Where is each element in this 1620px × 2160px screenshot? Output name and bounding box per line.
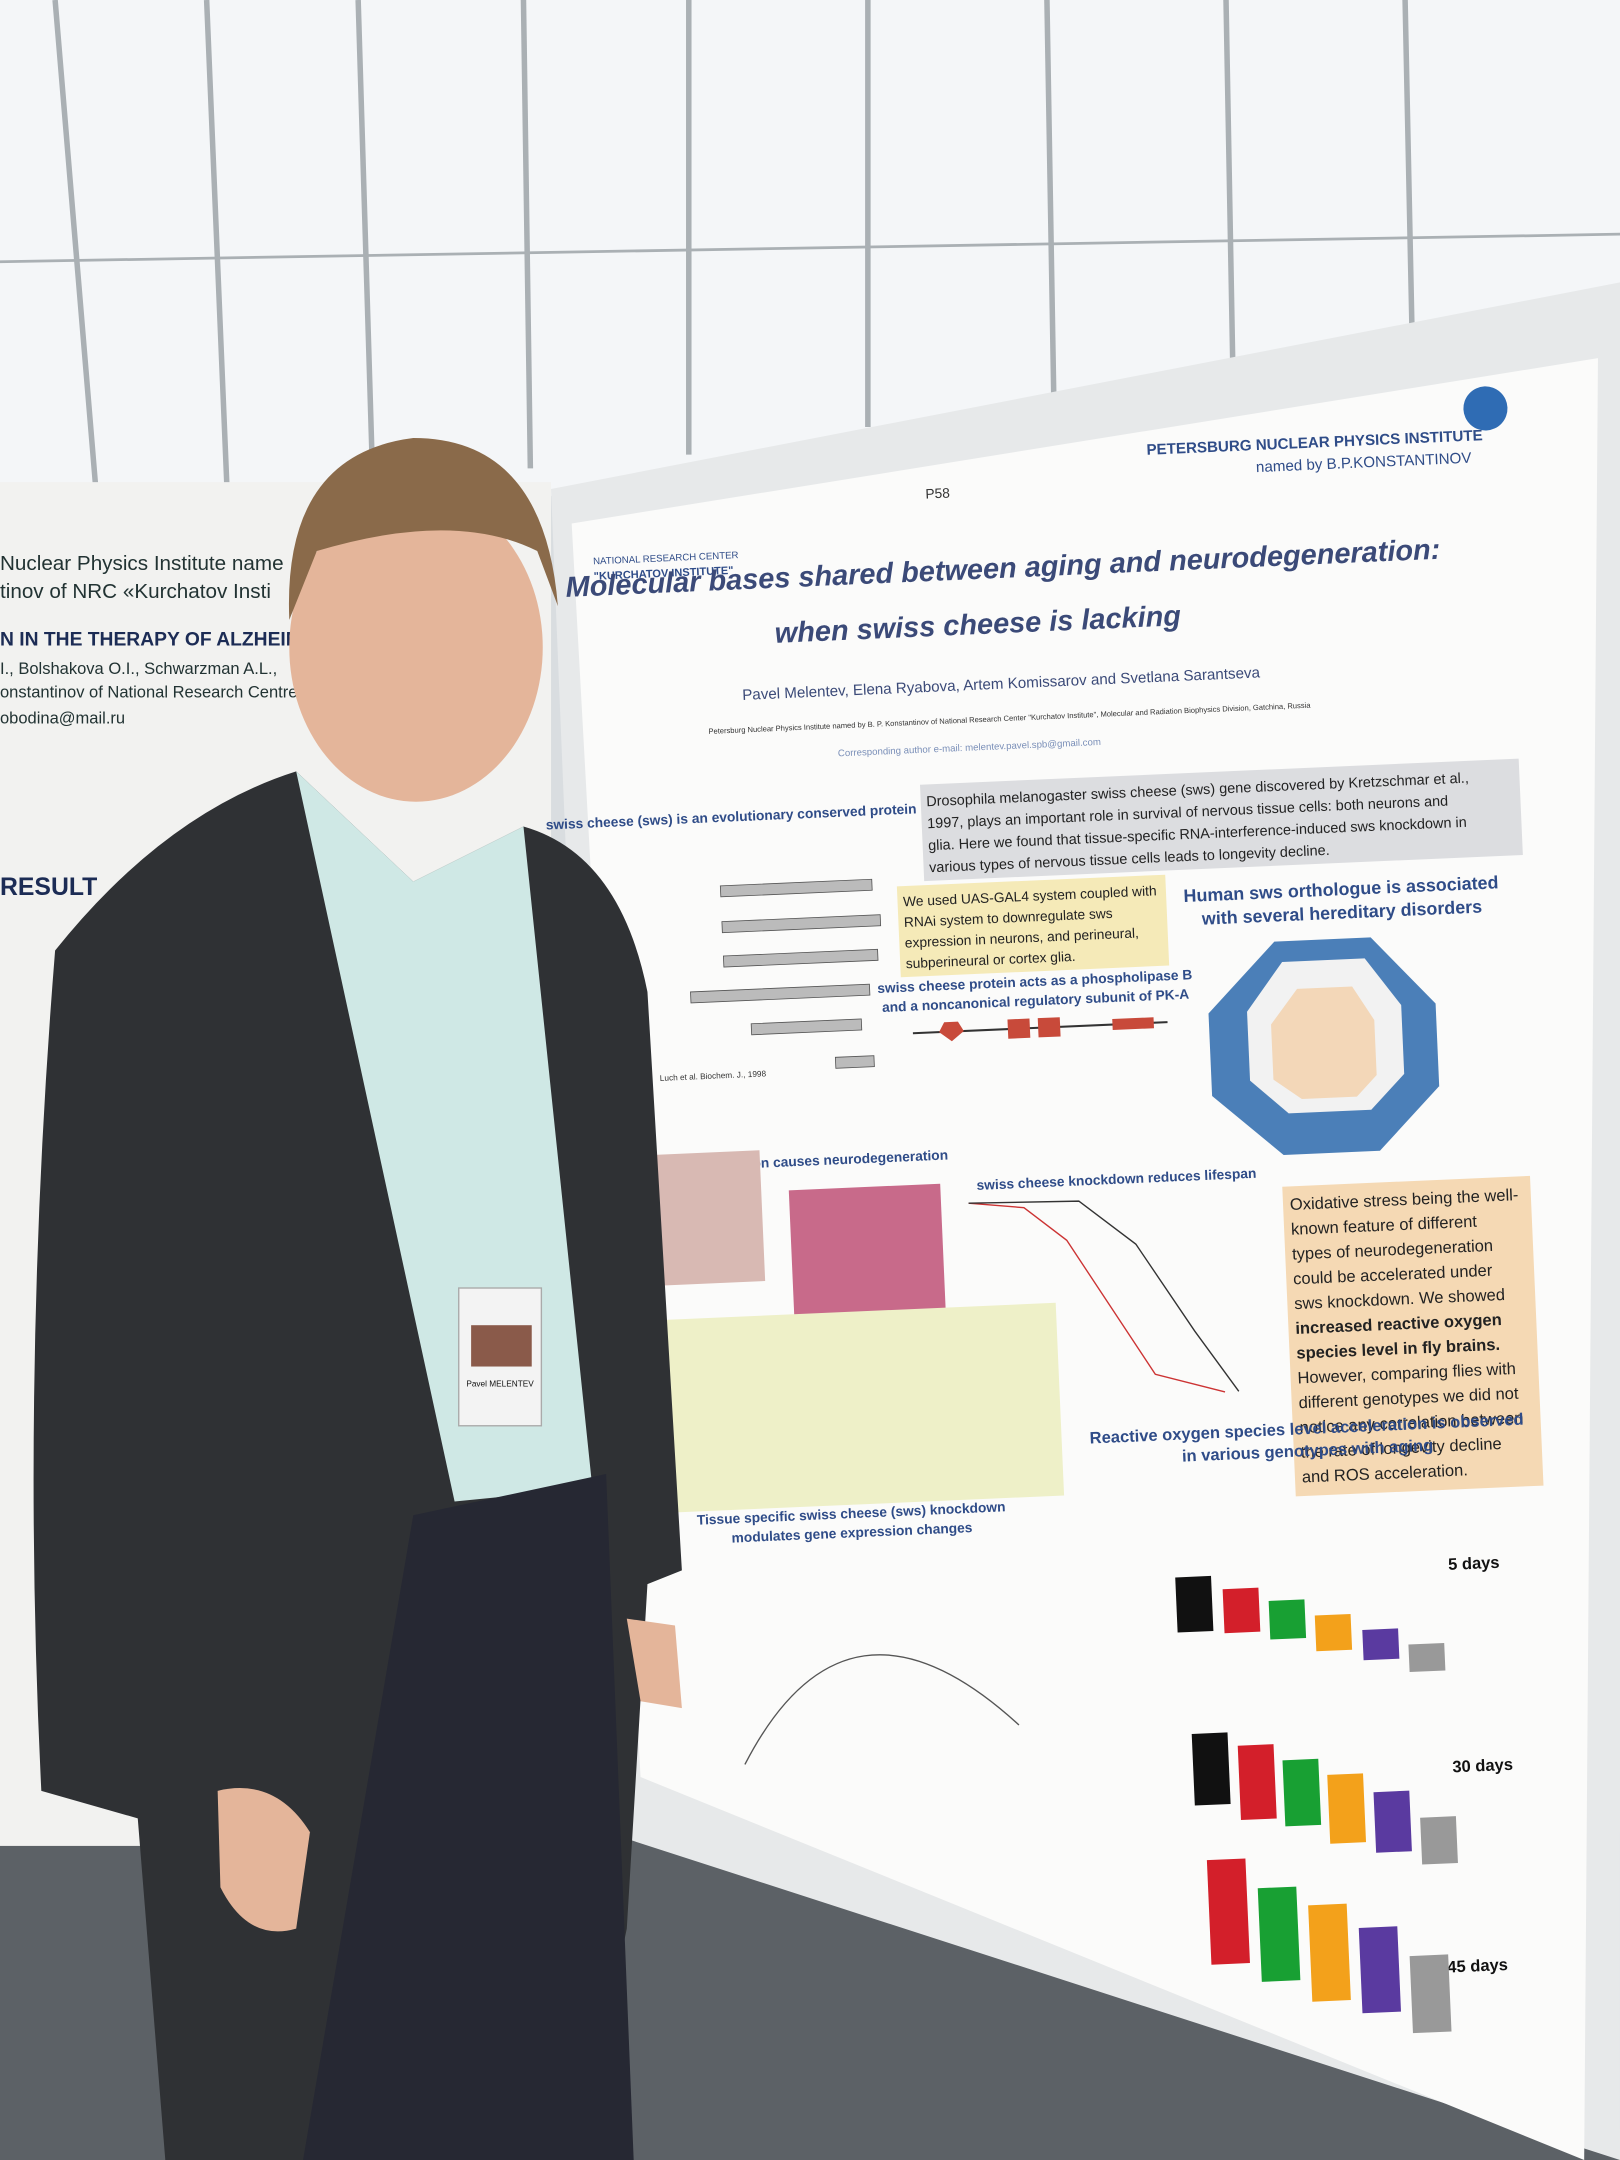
ros-bars: [1237, 1744, 1277, 1821]
hair: [288, 438, 558, 620]
board-label: P58: [925, 486, 950, 502]
ros-bars: [1373, 1790, 1412, 1853]
survival-curve: [968, 1200, 1240, 1392]
window-frames: [1223, 0, 1236, 372]
ros-bars: [1327, 1773, 1367, 1844]
panel-label: 45 days: [1447, 1955, 1508, 1977]
badge-name: Pavel MELENTEV: [466, 1380, 534, 1389]
panel-label: 30 days: [1452, 1755, 1513, 1777]
ros-bars: [1206, 1858, 1250, 1965]
window-frames: [0, 232, 1620, 264]
left-text: obodina@mail.ru: [0, 708, 125, 727]
ros-bars: [1358, 1926, 1402, 2014]
domain-diagram: [834, 1055, 875, 1069]
ros-bars: [1409, 1954, 1452, 2034]
disorder-diagram: [1271, 986, 1377, 1100]
ros-bars: [1308, 1903, 1351, 2002]
badge-photo: [471, 1325, 532, 1367]
protein-domains: [1112, 1017, 1154, 1031]
ros-bars: [1420, 1816, 1458, 1865]
method: subperineural or cortex glia.: [905, 949, 1075, 971]
ros-bars: [1191, 1732, 1231, 1806]
ros-bars: [1257, 1886, 1301, 1982]
window-frames: [0, 0, 1620, 497]
ros-bars: [1268, 1599, 1307, 1640]
ros-bars: [1175, 1575, 1214, 1633]
method-box: [896, 874, 1170, 978]
protein-domains: [939, 1017, 1154, 1042]
left-text: onstantinov of National Research Centre: [0, 682, 297, 701]
hand: [217, 1788, 310, 1932]
window-frames: [1402, 0, 1415, 331]
domain-diagram: [719, 878, 873, 898]
protein-domains: [1007, 1018, 1031, 1039]
window-frames: [1044, 0, 1057, 400]
left-text: N IN THE THERAPY OF ALZHEIME: [0, 630, 315, 651]
window-frames: [355, 0, 375, 455]
left-text: I., Bolshakova O.I., Schwarzman A.L.,: [0, 659, 277, 678]
hand: [626, 1618, 682, 1709]
oxidative-box: [1282, 1175, 1544, 1497]
left-text: Nuclear Physics Institute name: [0, 552, 284, 575]
ros-bars: [1175, 1575, 1458, 2034]
domain-diagram: [690, 878, 882, 1069]
face: [289, 493, 543, 802]
domain-diagram: [690, 983, 871, 1004]
histology-image: [788, 1183, 946, 1322]
survival-curve: [968, 1202, 1226, 1393]
left-text: RESULT: [0, 874, 97, 901]
domain-diagram: [721, 914, 882, 934]
logo: [1463, 386, 1508, 431]
ros-bars: [1362, 1628, 1400, 1661]
window-frames: [203, 0, 231, 497]
ros-bars: [1408, 1642, 1446, 1673]
ros-bars: [1314, 1613, 1353, 1652]
ros-bars: [1222, 1587, 1261, 1634]
protein-domains: [1037, 1017, 1061, 1038]
intro-box: [919, 758, 1523, 882]
gene-diagram: [744, 1654, 1020, 1765]
panel-label: 5 days: [1448, 1553, 1500, 1574]
ros-bars: [1282, 1758, 1322, 1827]
domain-diagram: [750, 1018, 863, 1036]
left-text: tinov of NRC «Kurchatov Insti: [0, 580, 271, 603]
window-frames: [520, 0, 534, 469]
window-frames: [52, 0, 100, 497]
domain-diagram: [722, 948, 879, 968]
protein-domains: [939, 1021, 964, 1042]
transcriptome-box: [656, 1302, 1065, 1513]
trousers: [303, 1473, 634, 2160]
